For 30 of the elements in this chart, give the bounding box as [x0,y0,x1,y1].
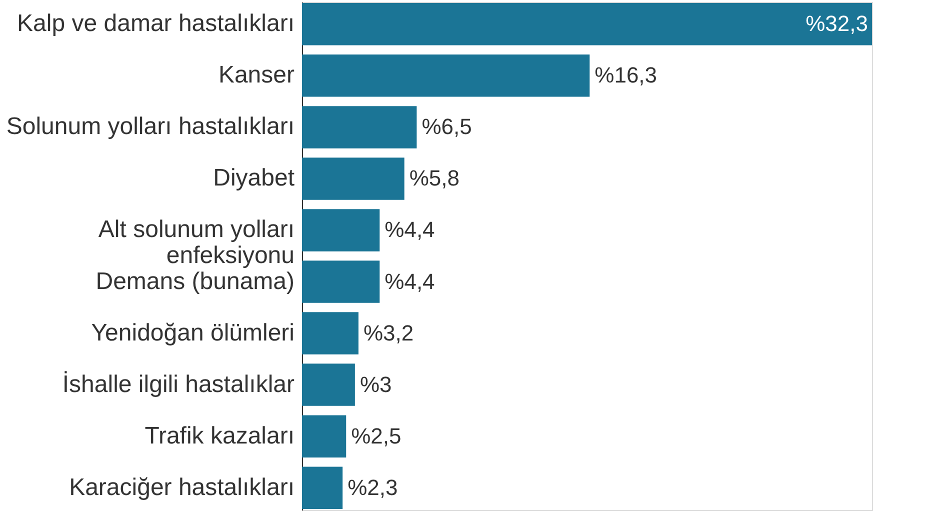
y-tick-label: Demans (bunama) [96,268,294,295]
bar [302,415,346,458]
data-label: %3,2 [363,320,414,346]
bar [302,312,358,354]
data-label: %5,8 [409,166,460,191]
data-label: %2,3 [348,474,398,500]
y-tick-label: İshalle ilgili hastalıklar [62,370,294,398]
bar [302,364,355,406]
data-label: %2,5 [351,423,402,448]
bar [302,209,380,252]
data-label: %6,5 [422,114,472,140]
y-tick-label: Diyabet [213,164,295,192]
data-label: %3 [360,372,392,397]
y-tick-label: Kalp ve damar hastalıkları [17,10,294,38]
data-label: %4,4 [384,268,435,294]
y-tick-label: Yenidoğan ölümleri [91,319,294,346]
y-tick-label: Trafik kazaları [144,422,294,450]
data-label: %32,3 [806,11,868,36]
bar [302,106,417,148]
y-tick-label: Karaciğer hastalıkları [69,474,294,501]
bar [302,3,872,46]
y-tick-label: Alt solunum yolları enfeksiyonu [98,216,294,270]
bar [302,466,343,509]
data-label: %16,3 [594,62,658,88]
data-label: %4,4 [384,217,435,242]
y-tick-label: Kanser [218,62,295,89]
bar [302,260,380,303]
y-tick-label: Solunum yolları hastalıkları [6,113,294,140]
bar [302,158,404,200]
bar [302,54,590,97]
